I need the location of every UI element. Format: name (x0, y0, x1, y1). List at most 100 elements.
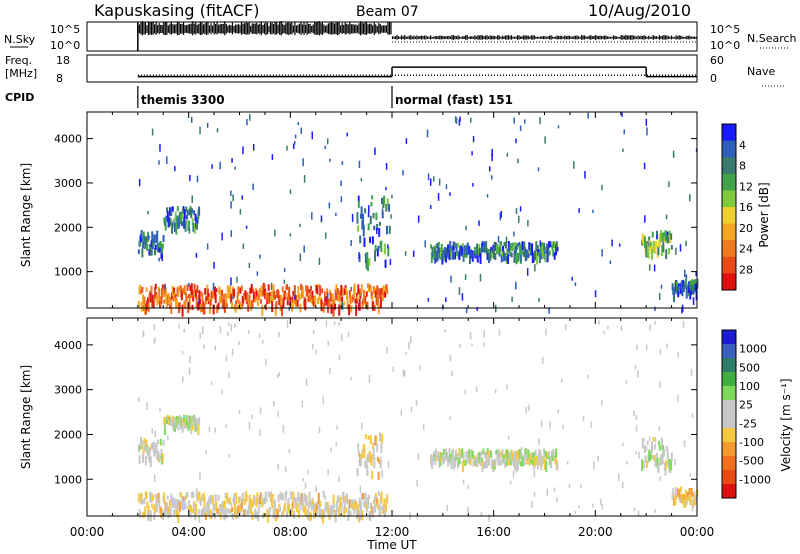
power-cell (194, 289, 197, 299)
power-speck (464, 274, 467, 281)
velocity-speck (525, 406, 527, 414)
cpid-segment-label-1: normal (fast) 151 (395, 93, 513, 107)
velocity-speck (459, 454, 461, 462)
velocity-speck (546, 488, 549, 497)
power-speck (311, 212, 313, 220)
velocity-speck (181, 351, 184, 355)
velocity-speck (330, 447, 332, 452)
power-axes: 1000 2000 3000 4000 (54, 112, 698, 308)
velocity-cell (242, 509, 245, 517)
velocity-cell (137, 493, 140, 503)
velocity-speck (633, 410, 635, 416)
velocity-cell (224, 492, 227, 499)
power-speck (461, 293, 464, 301)
velocity-cell (260, 494, 263, 503)
velocity-cell (198, 491, 201, 498)
velocity-cell (447, 455, 450, 463)
velocity-speck (451, 371, 453, 377)
power-cell (381, 287, 384, 299)
power-cell (308, 289, 311, 294)
power-cell (691, 279, 694, 291)
power-feature-3 (356, 195, 391, 272)
velocity-cell (534, 449, 537, 457)
power-cell (685, 287, 688, 299)
power-cell (538, 253, 541, 264)
power-cell (682, 287, 685, 293)
velocity-cell (152, 506, 155, 511)
velocity-cell (454, 457, 457, 468)
power-cell (163, 217, 166, 223)
power-cell (376, 248, 379, 257)
power-cell (551, 244, 554, 252)
velocity-cell (323, 508, 326, 518)
velocity-speck (625, 380, 628, 384)
power-cell (286, 284, 289, 290)
power-cell (181, 221, 184, 227)
power-speck (499, 212, 502, 221)
velocity-feature-1 (137, 436, 165, 468)
velocity-cell (142, 511, 145, 518)
power-speck (689, 194, 691, 202)
velocity-speck (329, 367, 331, 375)
power-speck (234, 166, 236, 170)
velocity-speck (557, 409, 560, 414)
power-cell (218, 296, 221, 304)
power-cell (259, 291, 262, 297)
velocity-cell (521, 455, 524, 461)
velocity-cell (277, 494, 280, 503)
velocity-speck (690, 369, 693, 376)
velocity-speck (153, 324, 156, 331)
power-speck (668, 181, 670, 188)
power-speck (183, 206, 185, 210)
power-speck (318, 257, 321, 265)
velocity-speck (419, 365, 421, 371)
velocity-cell (372, 448, 375, 460)
velocity-cell (509, 457, 512, 466)
power-cell (366, 301, 369, 310)
velocity-cell (148, 510, 151, 520)
power-speck (374, 147, 376, 155)
power-colorbar-tick-5: 24 (739, 243, 753, 256)
power-speck (211, 164, 213, 169)
velocity-speck (415, 400, 418, 406)
velocity-cell (287, 498, 290, 505)
power-speck (679, 244, 682, 252)
velocity-cell (315, 504, 318, 514)
velocity-cell (660, 437, 663, 450)
velocity-speck (449, 355, 452, 362)
velocity-cell (379, 506, 382, 517)
velocity-cell (540, 457, 543, 467)
power-speck (515, 138, 517, 144)
velocity-cell (228, 497, 231, 504)
power-cell (260, 285, 263, 297)
power-cell (489, 248, 492, 261)
power-speck (513, 117, 515, 124)
x-tick-label-5: 20:00 (578, 525, 613, 539)
power-speck (385, 187, 387, 191)
power-cell (655, 240, 658, 248)
velocity-cell (211, 495, 214, 505)
power-cell (337, 294, 340, 302)
power-cell (270, 290, 273, 302)
velocity-cell (678, 489, 681, 500)
velocity-cell (336, 500, 339, 512)
power-cell (693, 280, 696, 290)
power-cell (191, 304, 194, 310)
velocity-colorbar-swatch-10 (722, 470, 736, 485)
velocity-cell (209, 494, 212, 504)
power-cell (293, 295, 296, 304)
power-cell (440, 243, 443, 252)
velocity-cell (341, 502, 344, 508)
power-speck (212, 282, 215, 291)
power-speck (341, 302, 344, 310)
power-cell (672, 290, 675, 303)
velocity-cell (651, 441, 654, 454)
velocity-speck (405, 351, 407, 356)
velocity-cell (344, 495, 347, 502)
power-cell (249, 287, 252, 295)
velocity-speck (312, 343, 314, 350)
velocity-cell (235, 492, 238, 505)
velocity-cell (655, 452, 658, 462)
power-speck (621, 112, 623, 117)
power-cell (486, 250, 489, 260)
